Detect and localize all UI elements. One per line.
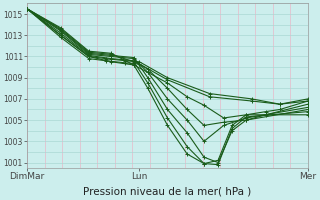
X-axis label: Pression niveau de la mer( hPa ): Pression niveau de la mer( hPa ) (84, 187, 252, 197)
